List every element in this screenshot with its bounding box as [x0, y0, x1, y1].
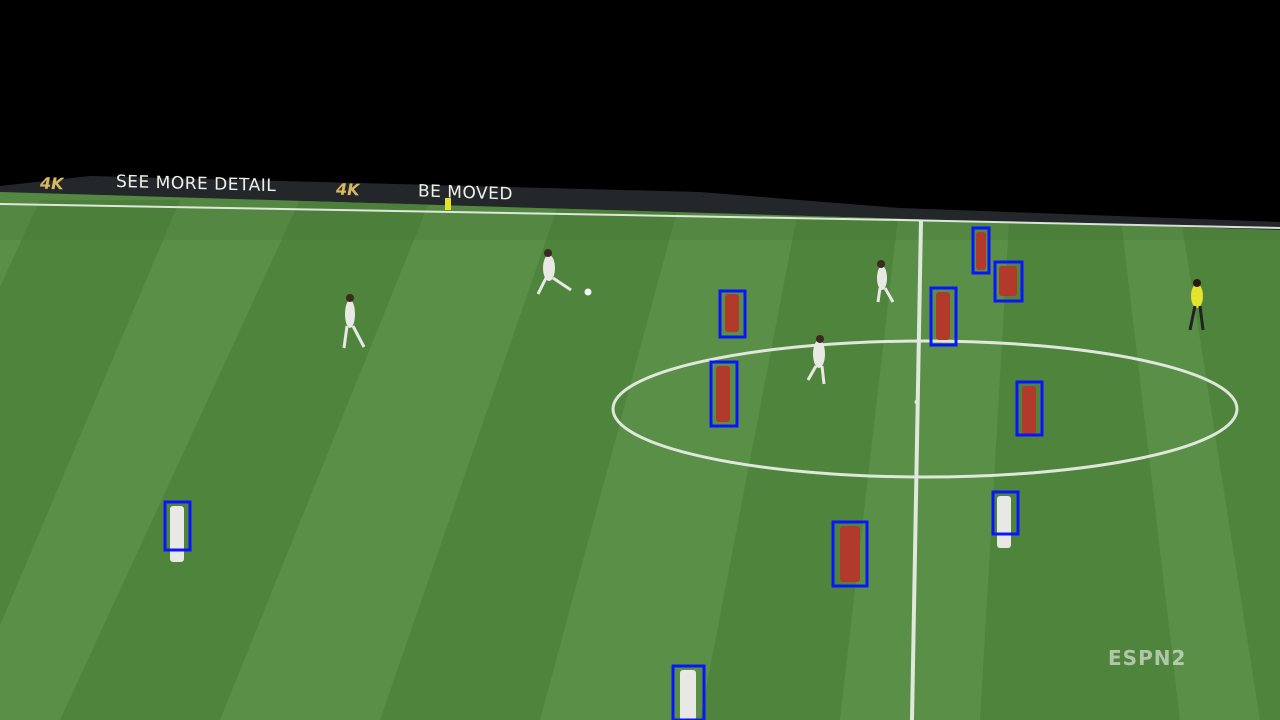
- bbox-player-red: [929, 286, 958, 347]
- ball: [584, 288, 592, 296]
- white-player: [806, 335, 826, 385]
- white-player: [342, 294, 366, 349]
- bbox-player-red: [1015, 380, 1044, 437]
- ad-board: [0, 176, 1280, 230]
- bbox-player-red: [709, 360, 739, 428]
- white-player: [536, 249, 572, 295]
- detection-boxes: [163, 226, 1044, 720]
- bbox-player-red: [831, 520, 869, 588]
- pitch-surface: [0, 192, 1280, 720]
- referee: [1188, 279, 1205, 331]
- pitch-lines: [0, 203, 1280, 720]
- white-player: [876, 260, 895, 303]
- players-unboxed: [342, 198, 1205, 385]
- bbox-player-red: [993, 260, 1024, 303]
- bbox-player-white: [671, 664, 706, 720]
- bbox-player-red: [971, 226, 991, 275]
- bbox-player-white: [163, 500, 192, 552]
- bbox-player-white: [991, 490, 1020, 536]
- bbox-player-red: [718, 289, 747, 339]
